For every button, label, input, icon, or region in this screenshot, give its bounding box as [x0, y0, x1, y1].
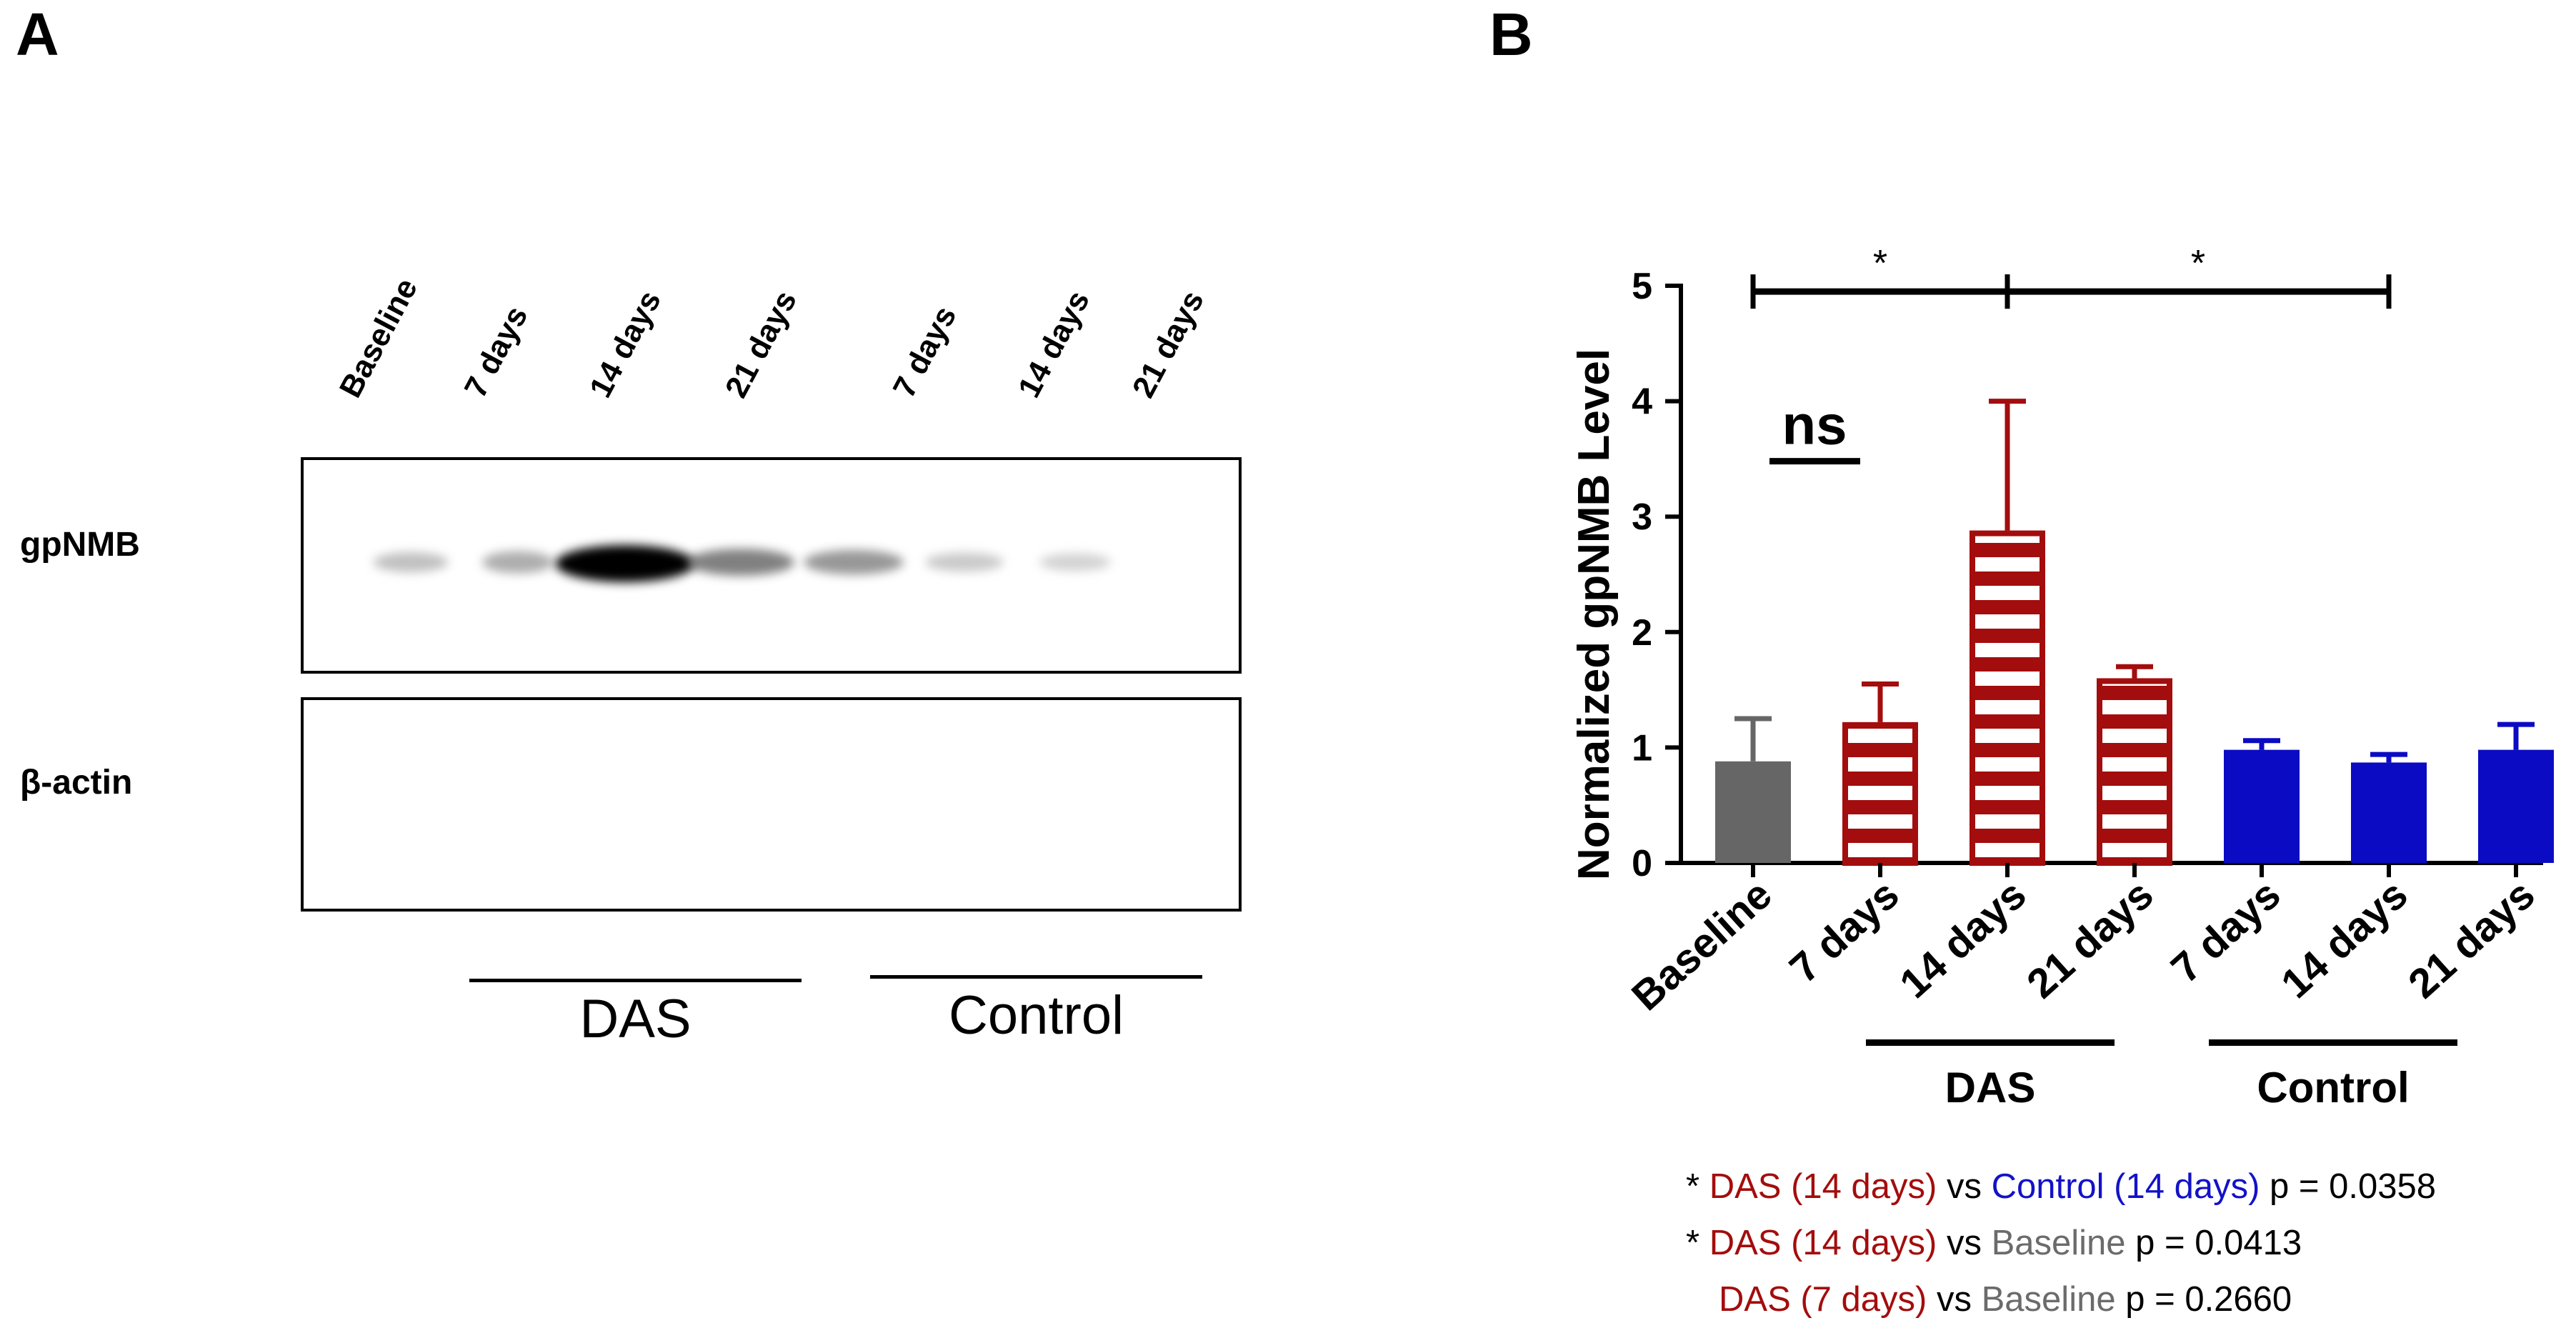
bar	[1715, 761, 1791, 863]
wb-das-group-label: DAS	[579, 989, 692, 1049]
das-group-label: DAS	[1945, 1064, 2036, 1112]
gpnmb-band-6	[925, 552, 1004, 572]
wb-das-group-line	[469, 979, 802, 982]
stats-note-1-p: p = 0.0358	[2270, 1167, 2436, 1206]
stats-note-2-p: p = 0.0413	[2135, 1224, 2302, 1262]
x-tick-label: Baseline	[1623, 871, 1781, 1019]
das-group-line	[1866, 1039, 2115, 1046]
gpnmb-band-1	[373, 552, 449, 572]
gpnmb-bands	[373, 545, 1111, 582]
wb-row-label-beta-actin: β-actin	[20, 764, 133, 802]
y-tick-label: 5	[1632, 266, 1652, 307]
stats-note-2-star: *	[1686, 1224, 1700, 1262]
stats-note-1-star: *	[1686, 1167, 1700, 1206]
significance-label: *	[1873, 243, 1887, 284]
stats-note-1-vs: vs	[1946, 1167, 1982, 1206]
y-tick-label: 2	[1632, 612, 1652, 654]
stats-note-2-vs: vs	[1946, 1224, 1982, 1262]
control-group-label: Control	[2257, 1064, 2410, 1112]
y-axis-label: Normalized gpNMB Level	[1569, 349, 1619, 880]
x-tick-label: 7 days	[2162, 871, 2290, 992]
blot-beta-actin	[301, 697, 1242, 912]
x-tick-label: 21 days	[2018, 871, 2162, 1007]
stats-note-2-group-b: Baseline	[1991, 1224, 2126, 1262]
bar	[1970, 530, 2045, 866]
bar	[2351, 762, 2427, 863]
x-tick-label: 14 days	[2272, 871, 2417, 1007]
gpnmb-band-2	[482, 551, 554, 574]
stats-note-3-group-b: Baseline	[1981, 1280, 2116, 1319]
stats-note-2: * DAS (14 days) vs Baseline p = 0.0413	[1686, 1223, 2302, 1263]
gpnmb-band-5	[804, 549, 904, 575]
stats-note-1-group-a: DAS (14 days)	[1709, 1167, 1937, 1206]
significance-label: *	[2191, 243, 2205, 284]
panel-label-b: B	[1489, 1, 1533, 68]
x-tick-label: 7 days	[1781, 871, 1908, 992]
blot-gpnmb	[301, 457, 1242, 674]
wb-control-group-label: Control	[949, 985, 1124, 1046]
stats-note-3: DAS (7 days) vs Baseline p = 0.2660	[1719, 1279, 2292, 1319]
gpnmb-band-7	[1039, 553, 1111, 571]
gpnmb-band-3	[555, 545, 695, 582]
stats-note-1: * DAS (14 days) vs Control (14 days) p =…	[1686, 1167, 2436, 1207]
stats-note-3-group-a: DAS (7 days)	[1719, 1280, 1927, 1319]
wb-control-group-line	[870, 975, 1202, 979]
bar	[2478, 749, 2554, 863]
x-tick-label: 21 days	[2400, 871, 2544, 1007]
stats-note-1-group-b: Control (14 days)	[1991, 1167, 2260, 1206]
panel-label-a: A	[16, 1, 59, 68]
stats-note-2-group-a: DAS (14 days)	[1709, 1224, 1937, 1262]
bar	[2224, 749, 2300, 863]
y-tick-label: 4	[1632, 381, 1652, 423]
y-tick-label: 0	[1632, 843, 1652, 884]
stats-note-3-vs: vs	[1937, 1280, 1972, 1319]
ns-label: ns	[1782, 394, 1847, 456]
x-tick-label: 14 days	[1891, 871, 2035, 1007]
y-tick-label: 1	[1632, 727, 1652, 769]
stats-note-3-p: p = 0.2660	[2125, 1280, 2292, 1319]
bar	[2097, 678, 2172, 866]
wb-row-label-gpnmb: gpNMB	[20, 526, 140, 564]
gpnmb-band-4	[687, 549, 794, 576]
bar	[1842, 722, 1918, 867]
control-group-line	[2209, 1039, 2457, 1046]
y-tick-label: 3	[1632, 496, 1652, 538]
